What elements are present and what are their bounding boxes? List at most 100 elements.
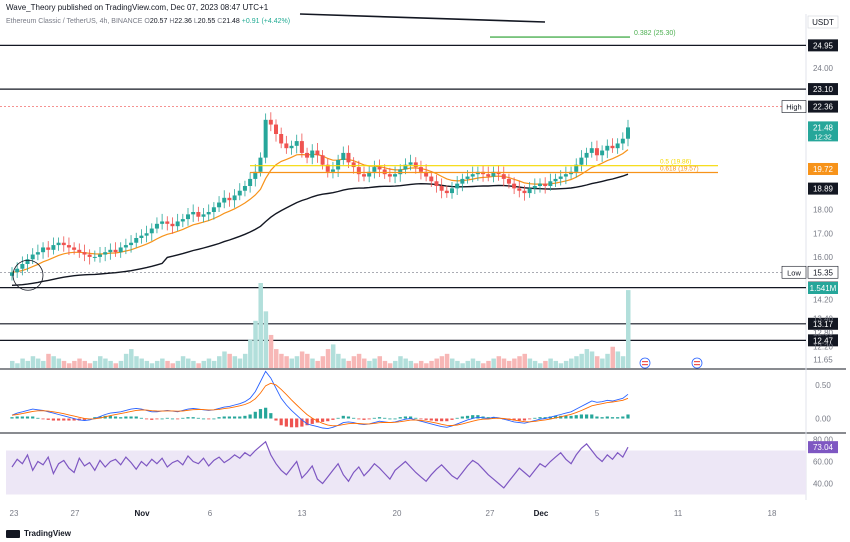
macd-histogram-bar (331, 418, 335, 420)
volume-bar (175, 360, 181, 368)
volume-bar (180, 356, 186, 368)
time-tick: Nov (134, 509, 150, 518)
candle-body (180, 219, 185, 222)
volume-bar (496, 356, 502, 368)
volume-bars (10, 283, 631, 368)
candle-body (367, 171, 372, 177)
macd-histogram-bar (491, 417, 496, 419)
macd-histogram-bar (377, 417, 382, 419)
level-tag (808, 317, 838, 330)
macd-line (11, 370, 629, 430)
candle-body (227, 197, 232, 201)
volume-bar (201, 360, 207, 368)
candle-body (87, 254, 92, 257)
volume-bar (558, 363, 564, 368)
candle-body (589, 148, 594, 153)
brand-text: TradingView (24, 529, 71, 538)
high-value: 22.36 (174, 18, 192, 25)
candle-body (46, 247, 51, 250)
volume-bar (61, 360, 67, 368)
macd-histogram-bar (139, 417, 144, 419)
candle-body (279, 134, 284, 144)
volume-bar (434, 358, 439, 368)
volume-bar (620, 356, 626, 368)
volume-bar (351, 356, 357, 368)
volume-bar (574, 356, 579, 368)
candle-body (149, 228, 154, 234)
volume-bar (501, 358, 507, 368)
macd-tick: 0.00 (815, 415, 831, 424)
price-tick: 17.00 (813, 229, 834, 238)
volume-bar (626, 290, 631, 368)
candle-body (284, 143, 289, 149)
macd-histogram-bar (264, 407, 268, 419)
time-tick: 27 (71, 509, 80, 518)
price-axis: 24.9523.1014.7013.1712.4722.36High21.481… (781, 15, 839, 489)
time-tick: 20 (393, 509, 402, 518)
price-tag-sub: 12:32 (814, 134, 832, 141)
volume-bar (424, 363, 429, 368)
volume-bar (367, 360, 372, 368)
volume-bar (284, 356, 289, 368)
volume-bar (30, 356, 36, 368)
candle-body (154, 223, 159, 229)
volume-bar (154, 360, 160, 368)
candle-body (444, 190, 449, 194)
volume-bar (538, 363, 543, 368)
rsi-tick: 40.00 (813, 480, 834, 489)
macd-histogram-bar (357, 418, 361, 420)
macd-histogram-bar (232, 416, 237, 419)
time-tick: 11 (674, 509, 683, 518)
macd-histogram-bar (46, 418, 50, 420)
candle-body (372, 167, 377, 172)
macd-histogram-bar (227, 416, 232, 419)
high-label: H (169, 18, 175, 25)
level-tag-label: 13.17 (813, 320, 834, 329)
macd-histogram-bar (279, 418, 283, 426)
candle-body (20, 264, 25, 269)
tradingview-logo[interactable]: TradingView (6, 529, 71, 538)
macd-histogram-bar (569, 415, 573, 419)
candle-body (413, 162, 418, 168)
macd-histogram-bar (445, 418, 449, 422)
candle-body (563, 174, 568, 177)
volume-bar (310, 358, 315, 368)
candle-body (196, 212, 201, 217)
macd-histogram-bar (305, 418, 309, 426)
volume-bar (10, 360, 15, 368)
price-tag-label: 19.72 (813, 165, 834, 174)
candle-body (268, 119, 273, 125)
macd-histogram-bar (258, 409, 263, 419)
event-flag-stripe (642, 364, 648, 366)
price-tag-label: 18.89 (813, 185, 834, 194)
candlesticks (10, 112, 630, 281)
open-label: O (144, 18, 150, 25)
macd-histogram-bar (134, 416, 138, 419)
volume-bar (589, 351, 595, 368)
macd-histogram-bar (82, 418, 87, 420)
candle-body (186, 214, 190, 220)
volume-bar (206, 358, 212, 368)
candle-body (543, 183, 548, 186)
candle-body (615, 143, 620, 149)
volume-bar (82, 360, 87, 368)
volume-bar (398, 356, 403, 368)
volume-bar (481, 363, 486, 368)
macd-histogram-bar (429, 418, 433, 421)
macd-histogram-bar (222, 416, 226, 419)
time-tick: Dec (534, 509, 549, 518)
volume-bar (274, 349, 279, 368)
macd-histogram-bar (595, 416, 599, 419)
volume-bar (77, 358, 82, 368)
macd-histogram-bar (15, 416, 19, 419)
price-tick: 24.00 (813, 64, 834, 73)
candle-body (517, 188, 522, 191)
event-flag-icon (691, 357, 703, 369)
macd-histogram-bar (196, 417, 200, 419)
candle-body (139, 235, 144, 238)
volume-bar (222, 351, 227, 368)
volume-bar (594, 356, 600, 368)
macd-histogram-bar (310, 418, 314, 424)
volume-bar (470, 358, 476, 368)
macd-histogram-bar (243, 415, 247, 419)
